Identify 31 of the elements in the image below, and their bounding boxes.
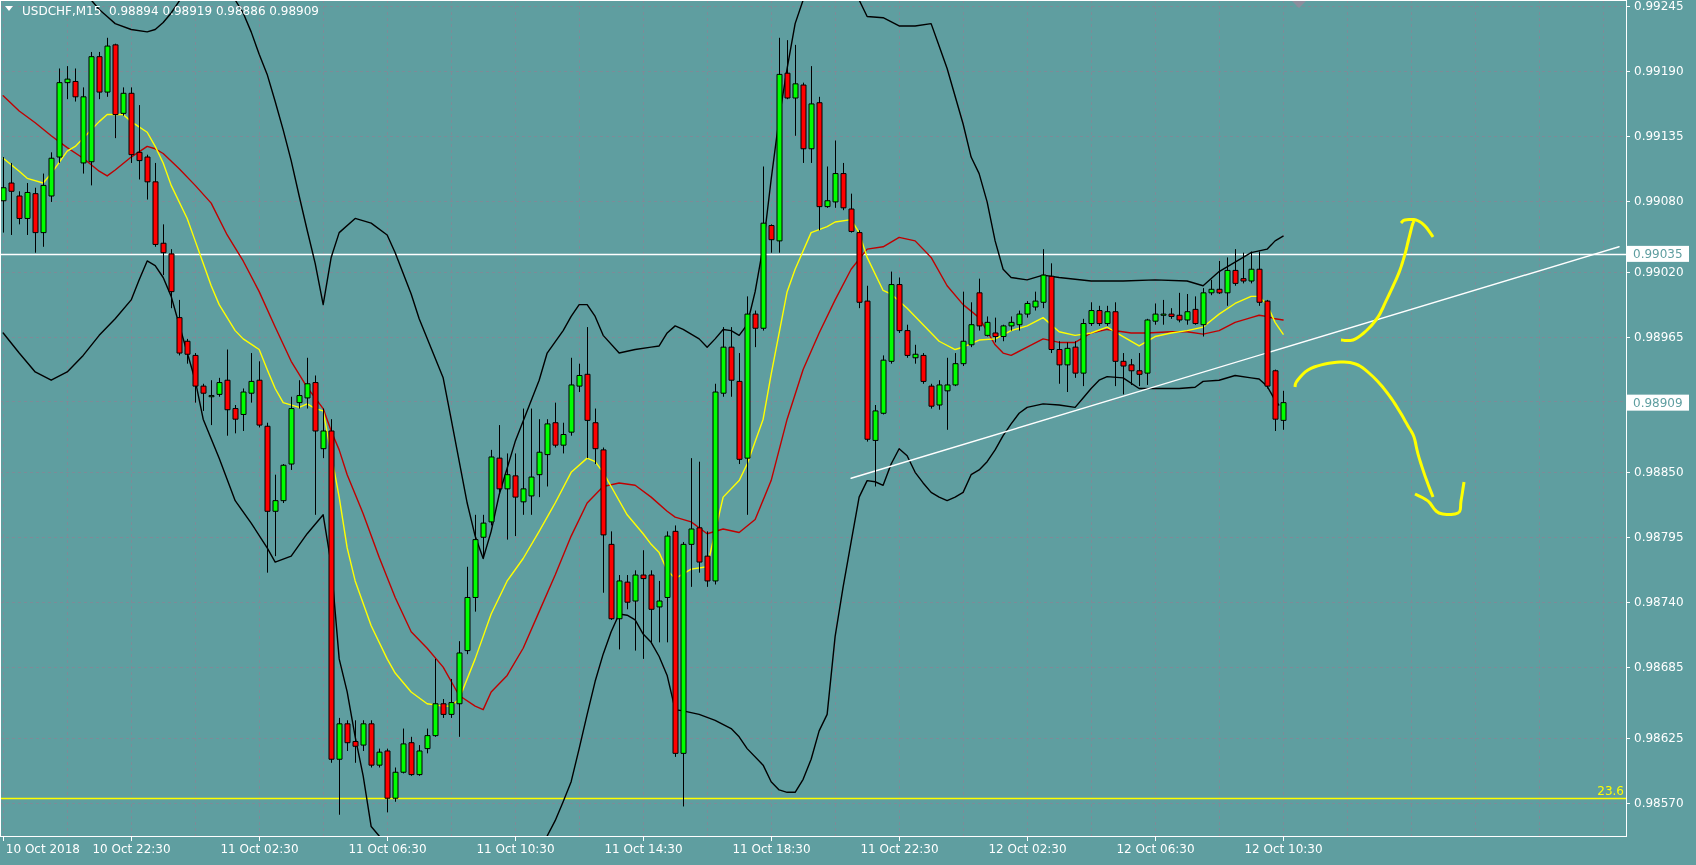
y-tick-label: 0.98795 — [1634, 530, 1684, 545]
x-tick-label: 12 Oct 02:30 — [988, 842, 1067, 856]
y-tick-label: 0.98965 — [1634, 329, 1684, 344]
x-tick-label: 11 Oct 22:30 — [860, 842, 939, 856]
y-tick-label: 0.98685 — [1634, 660, 1684, 675]
x-tick-label: 10 Oct 2018 — [5, 842, 81, 856]
candlestick — [592, 408, 599, 465]
candlestick — [288, 396, 295, 471]
x-tick-label: 12 Oct 06:30 — [1116, 842, 1195, 856]
y-tick-label: 0.99190 — [1634, 63, 1684, 78]
candlestick — [208, 379, 215, 426]
y-tick-label: 0.98570 — [1634, 795, 1684, 810]
candlestick — [848, 193, 855, 234]
x-tick-label: 10 Oct 22:30 — [92, 842, 171, 856]
text: 0.98909 — [1633, 395, 1683, 410]
y-tick-label: 0.99135 — [1634, 128, 1684, 143]
x-tick-label: 11 Oct 10:30 — [476, 842, 555, 856]
y-tick-label: 0.98740 — [1634, 595, 1684, 610]
x-tick-label: 11 Oct 14:30 — [604, 842, 683, 856]
y-tick-label: 0.99020 — [1634, 264, 1684, 279]
annotation: 23.6 — [1597, 784, 1624, 799]
y-tick-label: 0.98850 — [1634, 465, 1684, 480]
y-tick-label: 0.98625 — [1634, 730, 1684, 745]
x-tick-label: 11 Oct 02:30 — [220, 842, 299, 856]
x-tick-label: 11 Oct 18:30 — [732, 842, 811, 856]
x-tick-label: 12 Oct 10:30 — [1244, 842, 1323, 856]
ref-line-label: 0.99035 — [1633, 246, 1683, 261]
candlestick — [600, 447, 607, 594]
x-tick-label: 11 Oct 06:30 — [348, 842, 427, 856]
y-tick-label: 0.99080 — [1634, 193, 1684, 208]
y-tick-label: 0.99245 — [1634, 0, 1684, 13]
